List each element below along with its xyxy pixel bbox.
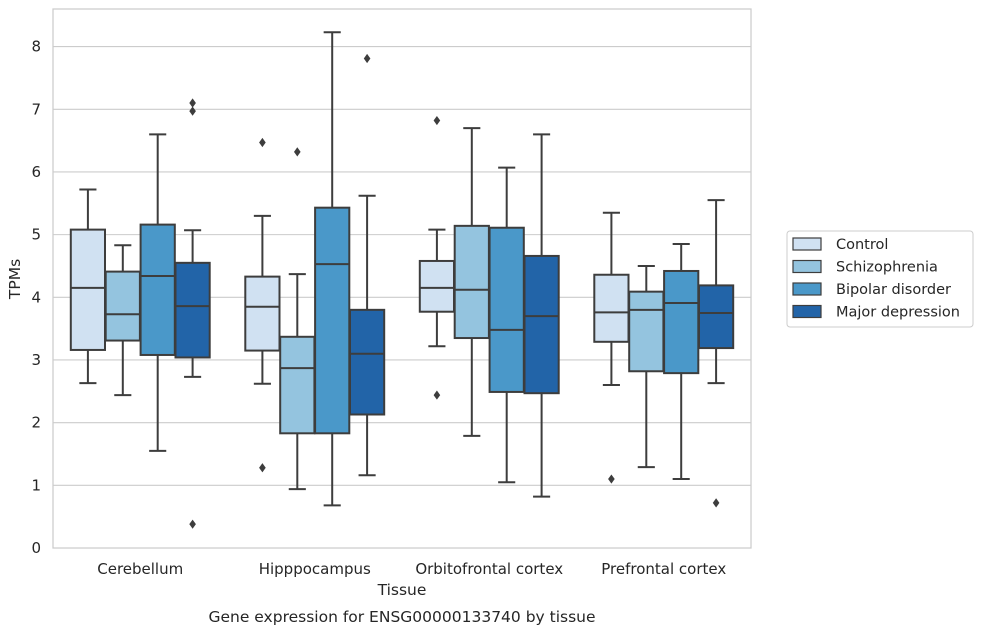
box-schizophrenia [279, 147, 316, 491]
y-tick-label: 2 [31, 414, 41, 432]
box-schizophrenia [453, 127, 490, 437]
x-tick-label: Prefrontal cortex [601, 560, 726, 578]
legend-swatch [792, 259, 822, 274]
y-tick-label: 1 [31, 476, 41, 494]
x-tick-label: Hipppocampus [259, 560, 371, 578]
y-tick-label: 4 [31, 288, 41, 306]
outlier-point [608, 474, 615, 484]
box-control [69, 188, 107, 385]
outlier-point [293, 147, 301, 157]
box-major-depression [523, 133, 560, 498]
box-major-depression [348, 53, 386, 477]
x-tick-label: Orbitofrontal cortex [415, 560, 563, 578]
legend-label: Bipolar disorder [836, 282, 951, 298]
box-control [244, 137, 281, 473]
legend-label: Major depression [836, 305, 960, 321]
box-major-depression [697, 199, 735, 508]
legend-item: Control [792, 237, 888, 253]
box-iqr [453, 224, 490, 340]
outlier-point [259, 137, 266, 148]
legend-swatch [792, 282, 822, 296]
box-schizophrenia [104, 244, 141, 397]
legend-item: Schizophrenia [792, 259, 938, 276]
box-iqr [174, 261, 211, 359]
y-tick-label: 8 [31, 38, 41, 56]
box-iqr [69, 228, 107, 351]
y-tick-label: 0 [31, 539, 41, 557]
box-iqr [104, 270, 141, 342]
box-iqr [244, 275, 281, 352]
box-schizophrenia [628, 264, 665, 469]
legend-label: Control [836, 237, 888, 253]
y-tick-label: 7 [31, 100, 41, 118]
x-axis-title: Tissue [377, 581, 427, 599]
plot-frame [52, 8, 752, 549]
box-bipolar-disorder [663, 243, 700, 481]
box-iqr [418, 259, 456, 313]
outlier-point [363, 53, 371, 64]
box-control [418, 115, 456, 400]
chart-caption: Gene expression for ENSG00000133740 by t… [208, 608, 595, 626]
outlier-point [433, 390, 441, 400]
box-iqr [139, 223, 176, 356]
box-bipolar-disorder [139, 133, 176, 452]
box-iqr [697, 284, 735, 350]
outlier-point [259, 463, 266, 473]
y-tick-label: 5 [31, 226, 41, 244]
y-axis-title: TPMs [6, 259, 24, 300]
box-iqr [348, 308, 386, 416]
box-iqr [593, 273, 630, 343]
legend: Control Schizophrenia Bipolar disorder Majo… [786, 230, 974, 328]
y-tick-label: 3 [31, 351, 41, 369]
boxes [69, 31, 735, 529]
outlier-point [189, 98, 196, 108]
outlier-point [712, 498, 720, 508]
box-iqr [628, 290, 665, 373]
box-iqr [488, 226, 525, 393]
box-iqr [523, 254, 560, 395]
box-major-depression [174, 98, 211, 529]
x-tick-label: Cerebellum [97, 560, 183, 578]
box-bipolar-disorder [488, 166, 525, 484]
box-control [593, 211, 630, 484]
box-iqr [663, 269, 700, 375]
legend-label: Schizophrenia [836, 260, 938, 276]
legend-items: Control Schizophrenia Bipolar disorder Majo… [792, 237, 960, 321]
box-iqr [314, 206, 351, 435]
x-tick-labels: Cerebellum Hipppocampus Orbitofrontal cort… [97, 560, 726, 578]
y-tick-label: 6 [31, 163, 41, 181]
box-iqr [279, 335, 316, 435]
legend-frame [786, 230, 974, 328]
outlier-point [189, 519, 196, 529]
legend-item: Bipolar disorder [792, 282, 951, 298]
legend-item: Major depression [792, 304, 960, 321]
y-tick-labels: 0 1 2 3 4 5 6 7 8 [31, 38, 41, 557]
legend-swatch [792, 304, 822, 319]
outlier-point [189, 106, 196, 116]
legend-swatch [792, 237, 822, 251]
box-bipolar-disorder [314, 31, 351, 507]
outlier-point [433, 115, 441, 126]
